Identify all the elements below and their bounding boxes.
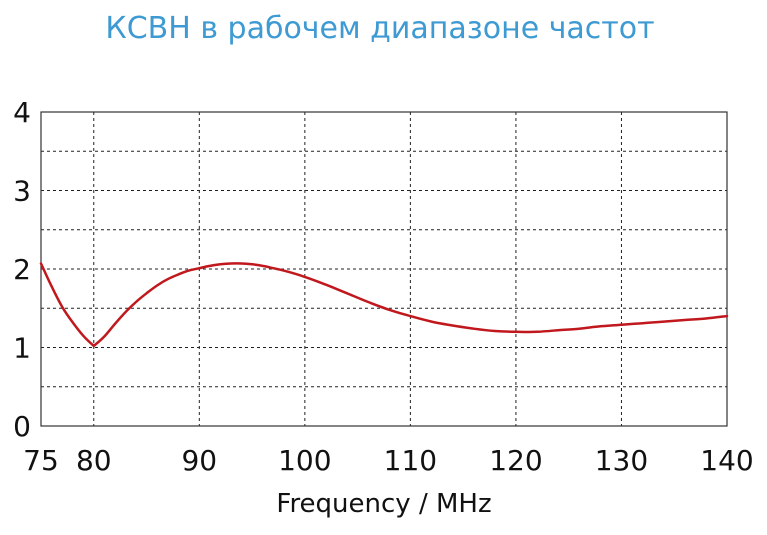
x-tick-label: 110: [384, 444, 437, 477]
x-tick-label: 140: [700, 444, 753, 477]
series-group: [39, 262, 729, 348]
y-axis: 0 1 2 3 4: [13, 96, 31, 443]
y-tick-label: 3: [13, 175, 31, 208]
y-tick-label: 4: [13, 96, 31, 129]
x-axis: 75 80 90 100 110 120 130 140: [23, 444, 754, 477]
x-tick-label: 75: [23, 444, 59, 477]
plot-frame: [40, 111, 728, 427]
x-tick-label: 100: [278, 444, 331, 477]
x-tick-label: 120: [489, 444, 542, 477]
grid: [41, 112, 727, 426]
x-tick-label: 130: [595, 444, 648, 477]
y-tick-label: 0: [13, 410, 31, 443]
y-tick-label: 1: [13, 332, 31, 365]
x-tick-label: 80: [76, 444, 112, 477]
y-tick-label: 2: [13, 253, 31, 286]
x-axis-label: Frequency / MHz: [276, 489, 491, 519]
chart-title: КСВН в рабочем диапазоне частот: [105, 11, 654, 46]
x-tick-label: 90: [181, 444, 217, 477]
vswr-series-line: [39, 262, 729, 348]
